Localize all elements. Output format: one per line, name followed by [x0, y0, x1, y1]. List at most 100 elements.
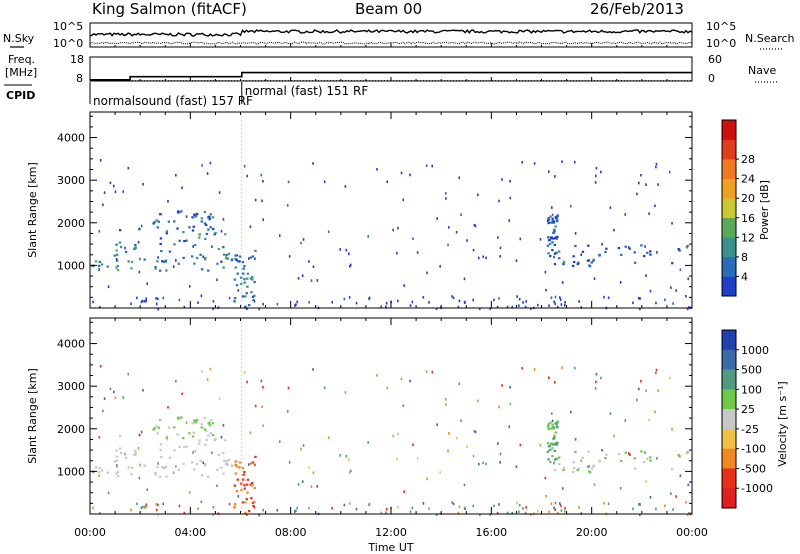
power-point — [143, 299, 146, 303]
power-point — [119, 245, 123, 249]
velocity-point — [300, 447, 302, 451]
velocity-point — [254, 404, 257, 408]
velocity-point — [572, 461, 575, 464]
freq-tick-right-bottom: 0 — [708, 72, 715, 85]
power-point — [544, 270, 547, 274]
power-point — [287, 180, 290, 184]
power-point — [598, 253, 601, 256]
velocity-point — [116, 474, 120, 478]
velocity-point — [463, 506, 466, 510]
velocity-point — [115, 464, 118, 467]
velocity-point — [331, 506, 333, 510]
velocity-scatter — [90, 364, 692, 517]
velocity-point — [138, 433, 141, 437]
power-point — [220, 260, 223, 263]
velocity-point — [228, 502, 231, 506]
velocity-point — [130, 466, 134, 469]
power-point — [385, 305, 387, 308]
power-point — [159, 213, 162, 216]
velocity-point — [250, 497, 253, 500]
power-point — [190, 255, 194, 258]
power-point — [672, 302, 674, 305]
power-point — [546, 244, 550, 247]
power-point — [380, 305, 383, 309]
power-point — [300, 241, 302, 245]
velocity-point — [182, 462, 185, 465]
velocity-point — [145, 503, 147, 507]
nsky-label: N.Sky — [3, 32, 35, 45]
velocity-point — [578, 506, 580, 509]
power-point — [613, 228, 615, 232]
power-point — [188, 226, 191, 229]
velocity-point — [545, 494, 547, 498]
power-panel: 1000 2000 3000 4000 Slant Range [km] 4 8 12 16… — [26, 111, 771, 311]
velocity-point — [564, 506, 566, 510]
power-point — [431, 164, 434, 168]
power-point — [250, 291, 253, 294]
power-point — [278, 234, 281, 237]
velocity-point — [310, 485, 313, 488]
power-point — [178, 239, 181, 242]
power-point — [183, 240, 186, 243]
velocity-point — [412, 443, 414, 447]
power-point — [245, 307, 249, 311]
power-point — [649, 253, 652, 256]
velocity-point — [296, 506, 299, 510]
power-point — [249, 277, 252, 280]
velocity-point — [115, 455, 118, 458]
velocity-point — [632, 507, 634, 511]
power-point — [553, 228, 556, 231]
power-point — [310, 279, 313, 282]
power-point — [212, 300, 215, 303]
power-point — [167, 199, 169, 203]
power-point — [422, 296, 425, 299]
power-point — [671, 262, 674, 265]
colorbar-swatch — [722, 217, 736, 238]
velocity-point — [428, 507, 430, 510]
velocity-point — [474, 430, 477, 434]
velocity-point — [553, 506, 555, 510]
power-point — [463, 277, 466, 281]
velocity-point — [551, 447, 554, 450]
velocity-point — [207, 475, 210, 478]
power-point — [241, 295, 245, 298]
power-point — [176, 227, 179, 230]
power-point — [472, 298, 475, 302]
colorbar-tick-label: 20 — [741, 192, 755, 205]
velocity-point — [143, 464, 146, 467]
velocity-point — [198, 442, 201, 445]
velocity-point — [140, 430, 143, 434]
power-point — [670, 286, 672, 289]
power-point — [609, 206, 612, 209]
velocity-point — [686, 513, 689, 517]
power-point — [587, 244, 590, 247]
velocity-point — [118, 435, 122, 438]
velocity-point — [463, 483, 466, 487]
power-point — [249, 256, 253, 259]
power-point — [508, 219, 511, 222]
velocity-point — [497, 442, 499, 445]
power-point — [246, 174, 248, 178]
velocity-point — [499, 452, 502, 456]
velocity-point — [251, 484, 254, 487]
power-point — [580, 253, 583, 257]
power-point — [629, 247, 631, 251]
power-point — [243, 165, 246, 168]
velocity-point — [130, 473, 133, 476]
velocity-point — [547, 427, 550, 431]
power-point — [657, 183, 659, 186]
velocity-point — [685, 500, 687, 504]
power-point — [499, 255, 501, 258]
velocity-point — [649, 459, 652, 462]
velocity-point — [162, 502, 165, 506]
power-point — [155, 302, 158, 306]
x-tick-label: 04:00 — [174, 526, 206, 539]
velocity-point — [637, 502, 640, 506]
velocity-point — [629, 453, 631, 457]
velocity-point — [605, 453, 608, 456]
velocity-point — [182, 437, 185, 440]
velocity-point — [515, 465, 518, 468]
velocity-point — [525, 506, 527, 509]
velocity-point — [233, 484, 237, 487]
velocity-point — [140, 506, 143, 510]
